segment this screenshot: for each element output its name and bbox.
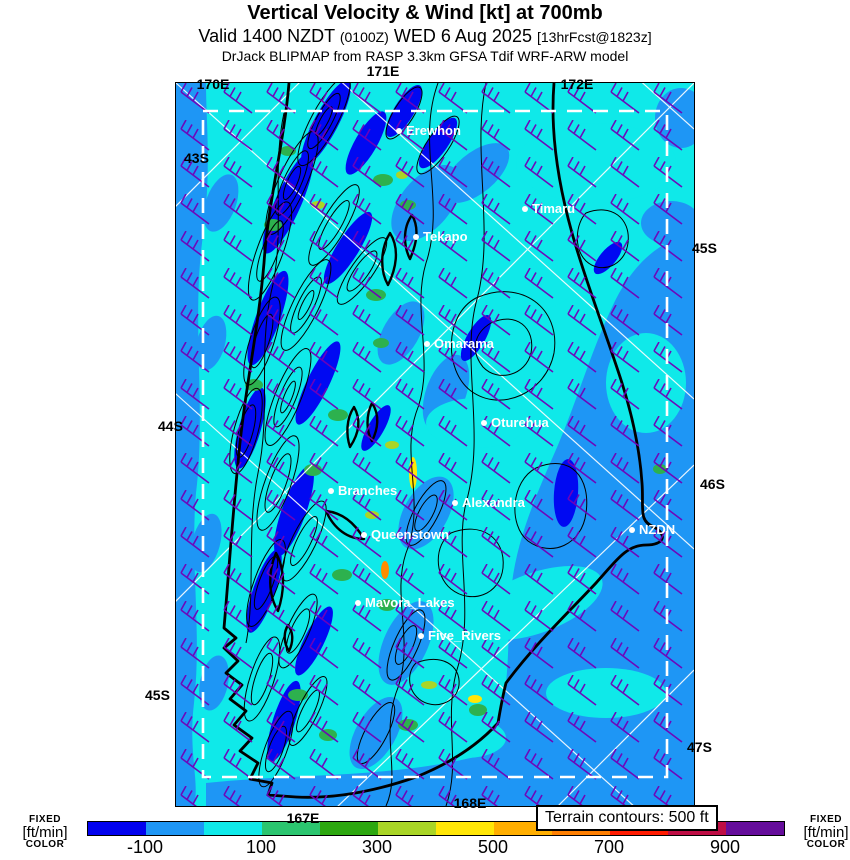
grid-label-45s-left: 45S [145, 687, 170, 703]
place-dot [452, 499, 458, 506]
colorbar-tick: 700 [593, 837, 625, 857]
wind-barbs-layer [176, 83, 694, 806]
colorbar-segment [726, 822, 784, 835]
place-marker: Queenstown [361, 527, 449, 542]
valid-date: WED 6 Aug 2025 [393, 26, 532, 46]
place-marker: Tekapo [413, 229, 468, 244]
unit-label: [ft/min] [803, 824, 849, 841]
grid-label-46s: 46S [700, 476, 725, 492]
grid-label-167e: 167E [286, 810, 320, 826]
colorbar [87, 821, 785, 836]
place-dot [481, 419, 487, 426]
colorbar-segment [378, 822, 436, 835]
place-dot [424, 340, 430, 347]
colorbar-tick: 100 [245, 837, 277, 857]
place-dot [396, 127, 402, 134]
grid-label-44s: 44S [158, 418, 183, 434]
valid-prefix: Valid 1400 NZDT [198, 26, 335, 46]
fixed-label: FIXED [29, 814, 61, 825]
unit-label: [ft/min] [22, 824, 68, 841]
color-label: COLOR [806, 839, 846, 850]
grid-label-171e: 171E [366, 63, 400, 79]
place-label: NZDN [639, 522, 676, 537]
map-canvas: Erewhon Timaru Tekapo Omarama Oturehua B… [175, 82, 695, 807]
place-marker: Alexandra [452, 495, 525, 510]
colorbar-segment [146, 822, 204, 835]
terrain-note-box: Terrain contours: 500 ft [536, 805, 718, 831]
place-dot [355, 599, 361, 606]
grid-label-168e: 168E [453, 795, 487, 811]
colorbar-segment [436, 822, 494, 835]
colorbar-unit-left: FIXED [ft/min] COLOR [8, 815, 82, 850]
colorbar-tick: 300 [361, 837, 393, 857]
color-label: COLOR [25, 839, 65, 850]
valid-time-line: Valid 1400 NZDT (0100Z) WED 6 Aug 2025 [… [0, 26, 850, 47]
place-marker: NZDN [629, 522, 675, 537]
place-marker: Five_Rivers [418, 628, 501, 643]
page-title: Vertical Velocity & Wind [kt] at 700mb [247, 2, 603, 24]
place-label: Omarama [434, 336, 494, 351]
place-label: Timaru [532, 201, 576, 216]
place-label: Alexandra [462, 495, 525, 510]
place-marker: Branches [328, 483, 397, 498]
blipmap-plot [176, 83, 694, 806]
place-label: Oturehua [491, 415, 549, 430]
fixed-label: FIXED [810, 814, 842, 825]
place-dot [418, 632, 424, 639]
place-marker: Oturehua [481, 415, 549, 430]
place-label: Five_Rivers [428, 628, 501, 643]
place-dot [522, 205, 528, 212]
place-label: Branches [338, 483, 398, 498]
place-marker: Timaru [522, 201, 575, 216]
colorbar-tick: 900 [709, 837, 741, 857]
place-label: Tekapo [423, 229, 468, 244]
place-dot [629, 526, 635, 533]
header: Vertical Velocity & Wind [kt] at 700mb V… [0, 2, 850, 64]
colorbar-segment [88, 822, 146, 835]
colorbar-segment [204, 822, 262, 835]
place-label: Queenstown [371, 527, 450, 542]
terrain-note: Terrain contours: 500 ft [545, 809, 709, 826]
forecast-tag: [13hrFcst@1823z] [536, 29, 652, 45]
place-marker: Erewhon [396, 123, 461, 138]
grid-label-172e: 172E [560, 76, 594, 92]
place-dot [361, 531, 367, 538]
grid-label-47s: 47S [687, 739, 712, 755]
colorbar-tick: 500 [477, 837, 509, 857]
domain-boundary-dashed [201, 109, 669, 779]
colorbar-tick: -100 [126, 837, 164, 857]
grid-label-170e: 170E [196, 76, 230, 92]
grid-label-45s-right: 45S [692, 240, 717, 256]
grid-label-43s: 43S [184, 150, 209, 166]
place-label: Erewhon [406, 123, 461, 138]
colorbar-unit-right: FIXED [ft/min] COLOR [789, 815, 850, 850]
place-marker: Mavora_Lakes [355, 595, 455, 610]
valid-utc: (0100Z) [339, 29, 389, 45]
place-label: Mavora_Lakes [365, 595, 455, 610]
model-line: DrJack BLIPMAP from RASP 3.3km GFSA Tdif… [221, 47, 629, 64]
colorbar-segment [320, 822, 378, 835]
place-dot [328, 487, 334, 494]
place-dot [413, 233, 419, 240]
colorbar-segment [262, 822, 320, 835]
place-marker: Omarama [424, 336, 494, 351]
